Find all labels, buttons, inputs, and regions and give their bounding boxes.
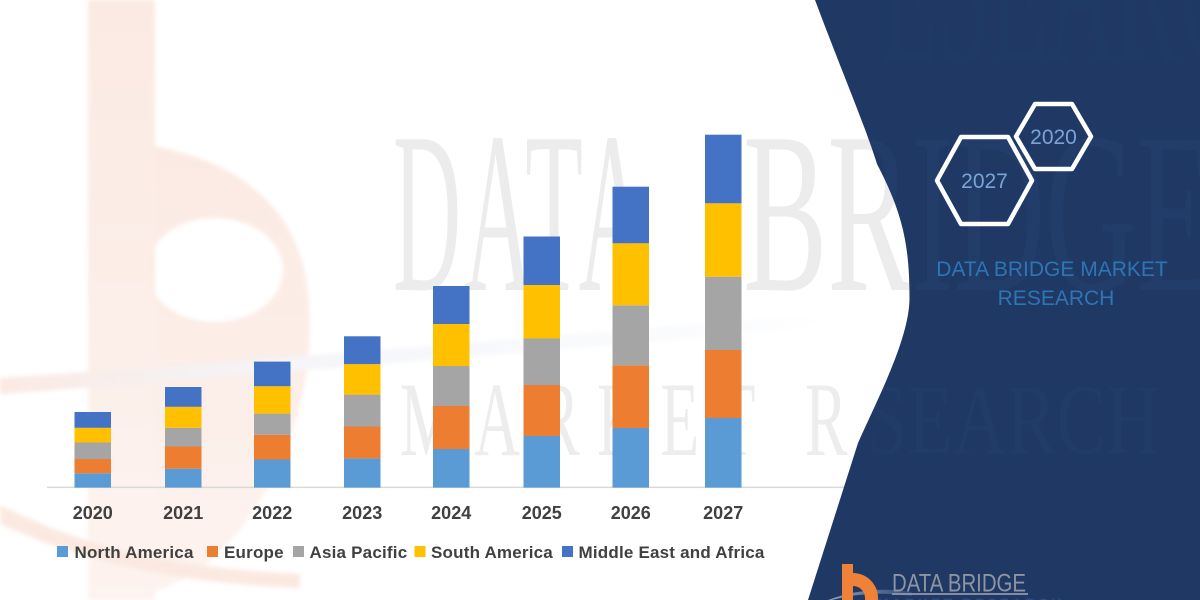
- svg-text:RESEARCH: RESEARCH: [998, 287, 1115, 310]
- svg-text:2026: 2026: [611, 503, 651, 523]
- svg-text:2025: 2025: [522, 503, 562, 523]
- svg-text:2020: 2020: [73, 503, 113, 523]
- svg-text:2022: 2022: [252, 503, 292, 523]
- svg-text:SEARCH: SEARCH: [866, 365, 1160, 476]
- svg-text:MARKET RESEARCH: MARKET RESEARCH: [877, 595, 1064, 600]
- svg-text:2021: 2021: [163, 503, 203, 523]
- svg-text:2024: 2024: [431, 503, 471, 523]
- svg-text:DATA BRIDGE MARKET: DATA BRIDGE MARKET: [936, 258, 1168, 281]
- svg-text:Asia Pacific: Asia Pacific: [310, 543, 408, 562]
- svg-text:DATA: DATA: [393, 86, 650, 341]
- svg-text:South America: South America: [431, 543, 553, 562]
- svg-text:2027: 2027: [703, 503, 743, 523]
- svg-text:2027: 2027: [961, 170, 1008, 193]
- svg-text:Middle East and Africa: Middle East and Africa: [579, 543, 765, 562]
- svg-text:2023: 2023: [342, 503, 382, 523]
- svg-text:Europe: Europe: [224, 543, 284, 562]
- svg-text:North America: North America: [75, 543, 194, 562]
- svg-text:DATA BRIDGE: DATA BRIDGE: [892, 570, 1026, 598]
- svg-text:2020: 2020: [1030, 126, 1077, 149]
- svg-text:ESEARCH: ESEARCH: [880, 0, 1200, 113]
